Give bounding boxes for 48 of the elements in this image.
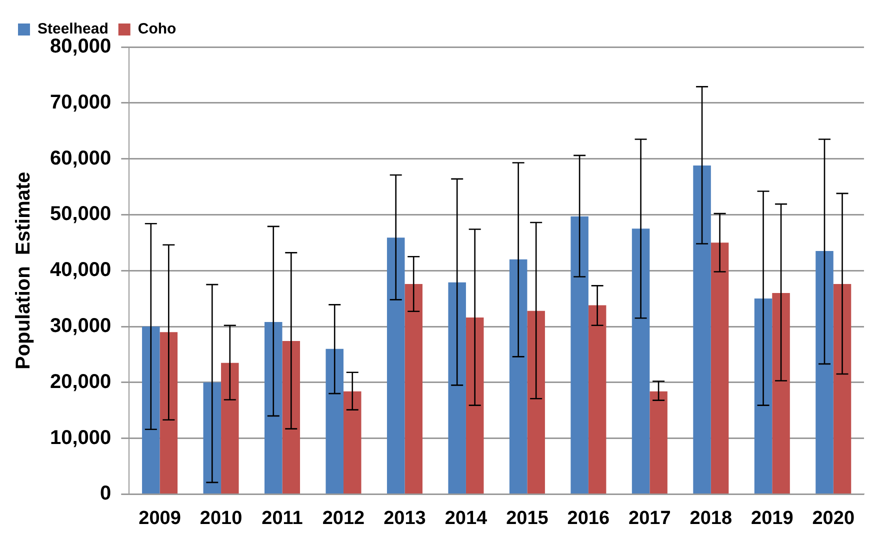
y-axis-title: Population Estimate — [12, 172, 35, 370]
bar — [650, 391, 668, 494]
x-tick-label: 2017 — [628, 508, 671, 529]
bar — [343, 391, 362, 494]
y-tick-label: 30,000 — [50, 315, 112, 338]
legend-label: Steelhead — [38, 20, 108, 38]
bar — [448, 282, 466, 494]
bar — [710, 242, 729, 494]
y-tick-label: 10,000 — [50, 426, 112, 449]
bar — [754, 298, 772, 494]
y-tick-label: 0 — [100, 482, 112, 505]
x-tick-label: 2016 — [567, 508, 610, 529]
x-tick-label: 2013 — [384, 508, 426, 529]
bar — [588, 305, 606, 494]
x-tick-label: 2012 — [322, 508, 365, 529]
y-tick-label: 50,000 — [50, 203, 112, 226]
x-tick-label: 2014 — [444, 508, 488, 529]
bar — [386, 238, 405, 494]
bar — [282, 341, 300, 494]
x-tick-label: 2011 — [262, 508, 304, 529]
bar — [326, 348, 344, 494]
bar — [142, 326, 160, 494]
x-tick-label: 2010 — [200, 508, 242, 529]
bar — [772, 292, 790, 494]
bar — [404, 284, 422, 494]
y-tick-label: 20,000 — [50, 370, 112, 393]
bar — [632, 228, 650, 494]
bar — [527, 310, 545, 494]
bar — [693, 166, 711, 494]
bar — [833, 284, 852, 494]
y-tick-label: 80,000 — [50, 36, 112, 58]
x-tick-label: 2015 — [506, 508, 549, 529]
bar — [221, 362, 239, 494]
x-tick-label: 2020 — [812, 508, 855, 529]
y-tick-label: 60,000 — [50, 147, 112, 170]
y-tick-label: 70,000 — [50, 91, 112, 114]
bar — [264, 322, 282, 494]
legend-label: Coho — [138, 20, 176, 38]
x-tick-label: 2018 — [690, 508, 732, 529]
x-tick-label: 2019 — [751, 508, 794, 529]
bar — [466, 318, 484, 494]
x-tick-label: 2009 — [138, 508, 181, 529]
bar — [203, 382, 222, 494]
bar — [160, 332, 178, 494]
bar — [570, 216, 588, 494]
bar — [509, 259, 528, 494]
bar — [816, 251, 834, 494]
y-tick-label: 40,000 — [50, 259, 112, 282]
